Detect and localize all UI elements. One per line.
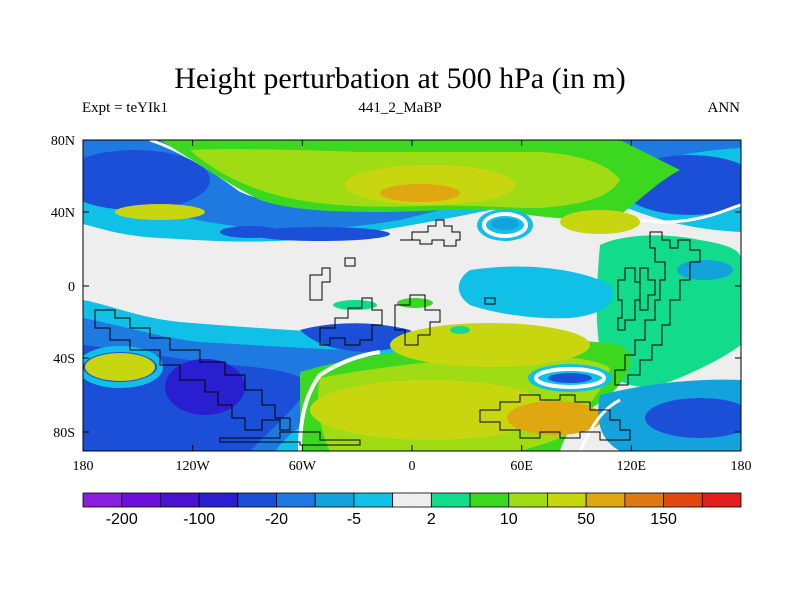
experiment-label: Expt = teYIk1 — [82, 100, 168, 116]
colorbar-box — [701, 492, 742, 508]
ring-core-south — [548, 373, 592, 383]
colorbar-box — [82, 492, 123, 508]
coast-africa-east — [394, 294, 441, 346]
ring-core — [491, 218, 519, 230]
coast-island-1 — [344, 257, 356, 267]
colorbar-box — [392, 492, 432, 508]
colorbar-label: -5 — [347, 511, 361, 528]
yellow-strip-north-west — [115, 204, 205, 220]
colorbar-box — [276, 492, 316, 508]
colorbar-labels: -200 -100 -20 -5 2 10 50 150 — [106, 511, 677, 528]
lat-tick-label: 80S — [53, 426, 75, 441]
lon-tick-label: 60E — [510, 459, 533, 474]
lon-tick-label: 0 — [409, 459, 416, 474]
cyan-rim-south-west — [83, 346, 163, 388]
colorbar-box — [198, 492, 239, 508]
colorbar-label: 2 — [427, 511, 436, 528]
lon-tick-label: 180 — [73, 459, 94, 474]
yellow-high-south — [310, 380, 550, 440]
colorbar — [82, 492, 742, 508]
yellow-high-asia — [560, 210, 640, 234]
coast-east-asia — [614, 231, 701, 386]
lon-tick-label: 180 — [731, 459, 752, 474]
colorbar-box — [353, 492, 394, 508]
orange-high-south — [507, 401, 603, 435]
lon-tick-label: 60W — [289, 459, 317, 474]
orange-high-north — [380, 184, 460, 202]
colorbar-box — [237, 492, 277, 508]
colorbar-box — [469, 492, 510, 508]
zero-contour-south-east — [578, 398, 621, 451]
green-patch-2 — [397, 298, 433, 308]
coast-central-america — [309, 267, 331, 301]
coast-island-2 — [484, 297, 496, 305]
colorbar-box — [121, 492, 161, 508]
colorbar-label: 150 — [650, 511, 677, 528]
contour-field — [83, 140, 741, 451]
coast-africa-west — [319, 297, 383, 346]
coast-south-america — [94, 309, 291, 431]
cyan-equatorial-blob — [458, 266, 614, 319]
longitude-axis: 180 120W 60W 0 60E 120E 180 — [73, 140, 752, 474]
coast-antarctica-west — [219, 431, 361, 446]
blue-patch-north — [220, 226, 280, 238]
ring-white-contour — [482, 212, 528, 238]
green-patch-3 — [450, 326, 470, 334]
colorbar-box — [314, 492, 355, 508]
coast-mediterranean — [400, 219, 461, 247]
blue-strip-north-atlantic — [250, 227, 390, 241]
blue-low-south-east — [645, 398, 741, 438]
yellow-high-south-atlantic — [390, 323, 590, 367]
colorbar-label: -200 — [106, 511, 138, 528]
colorbar-box — [160, 492, 200, 508]
lon-tick-label: 120E — [617, 459, 647, 474]
colorbar-box — [547, 492, 587, 508]
coast-southeast-asia — [639, 267, 656, 311]
season-label: ANN — [707, 100, 741, 116]
colorbar-box — [585, 492, 626, 508]
lon-tick-label: 120W — [176, 459, 211, 474]
colorbar-box — [624, 492, 664, 508]
colorbar-label: 50 — [577, 511, 595, 528]
lat-tick-label: 40S — [53, 352, 75, 367]
lat-tick-label: 0 — [68, 280, 75, 295]
cyan-spot-east — [677, 260, 733, 280]
yellow-spot-south-west — [85, 353, 155, 381]
ring-white-south — [534, 367, 606, 389]
coastlines — [94, 219, 701, 446]
colorbar-box — [663, 492, 703, 508]
coast-antarctica-east — [479, 394, 631, 441]
colorbar-box — [430, 492, 471, 508]
latitude-axis: 80N 40N 0 40S 80S — [51, 134, 741, 441]
plot-title: Height perturbation at 500 hPa (in m) — [174, 62, 626, 95]
colorbar-label: 10 — [500, 511, 518, 528]
colorbar-label: -100 — [183, 511, 215, 528]
blue-low-north-pacific — [83, 150, 210, 210]
zero-contour-south — [298, 350, 381, 451]
period-label: 441_2_MaBP — [358, 100, 442, 116]
colorbar-box — [508, 492, 548, 508]
green-patch-1 — [333, 300, 377, 310]
lat-tick-label: 40N — [51, 206, 75, 221]
coast-india — [617, 267, 641, 331]
lat-tick-label: 80N — [51, 134, 75, 149]
colorbar-label: -20 — [265, 511, 288, 528]
